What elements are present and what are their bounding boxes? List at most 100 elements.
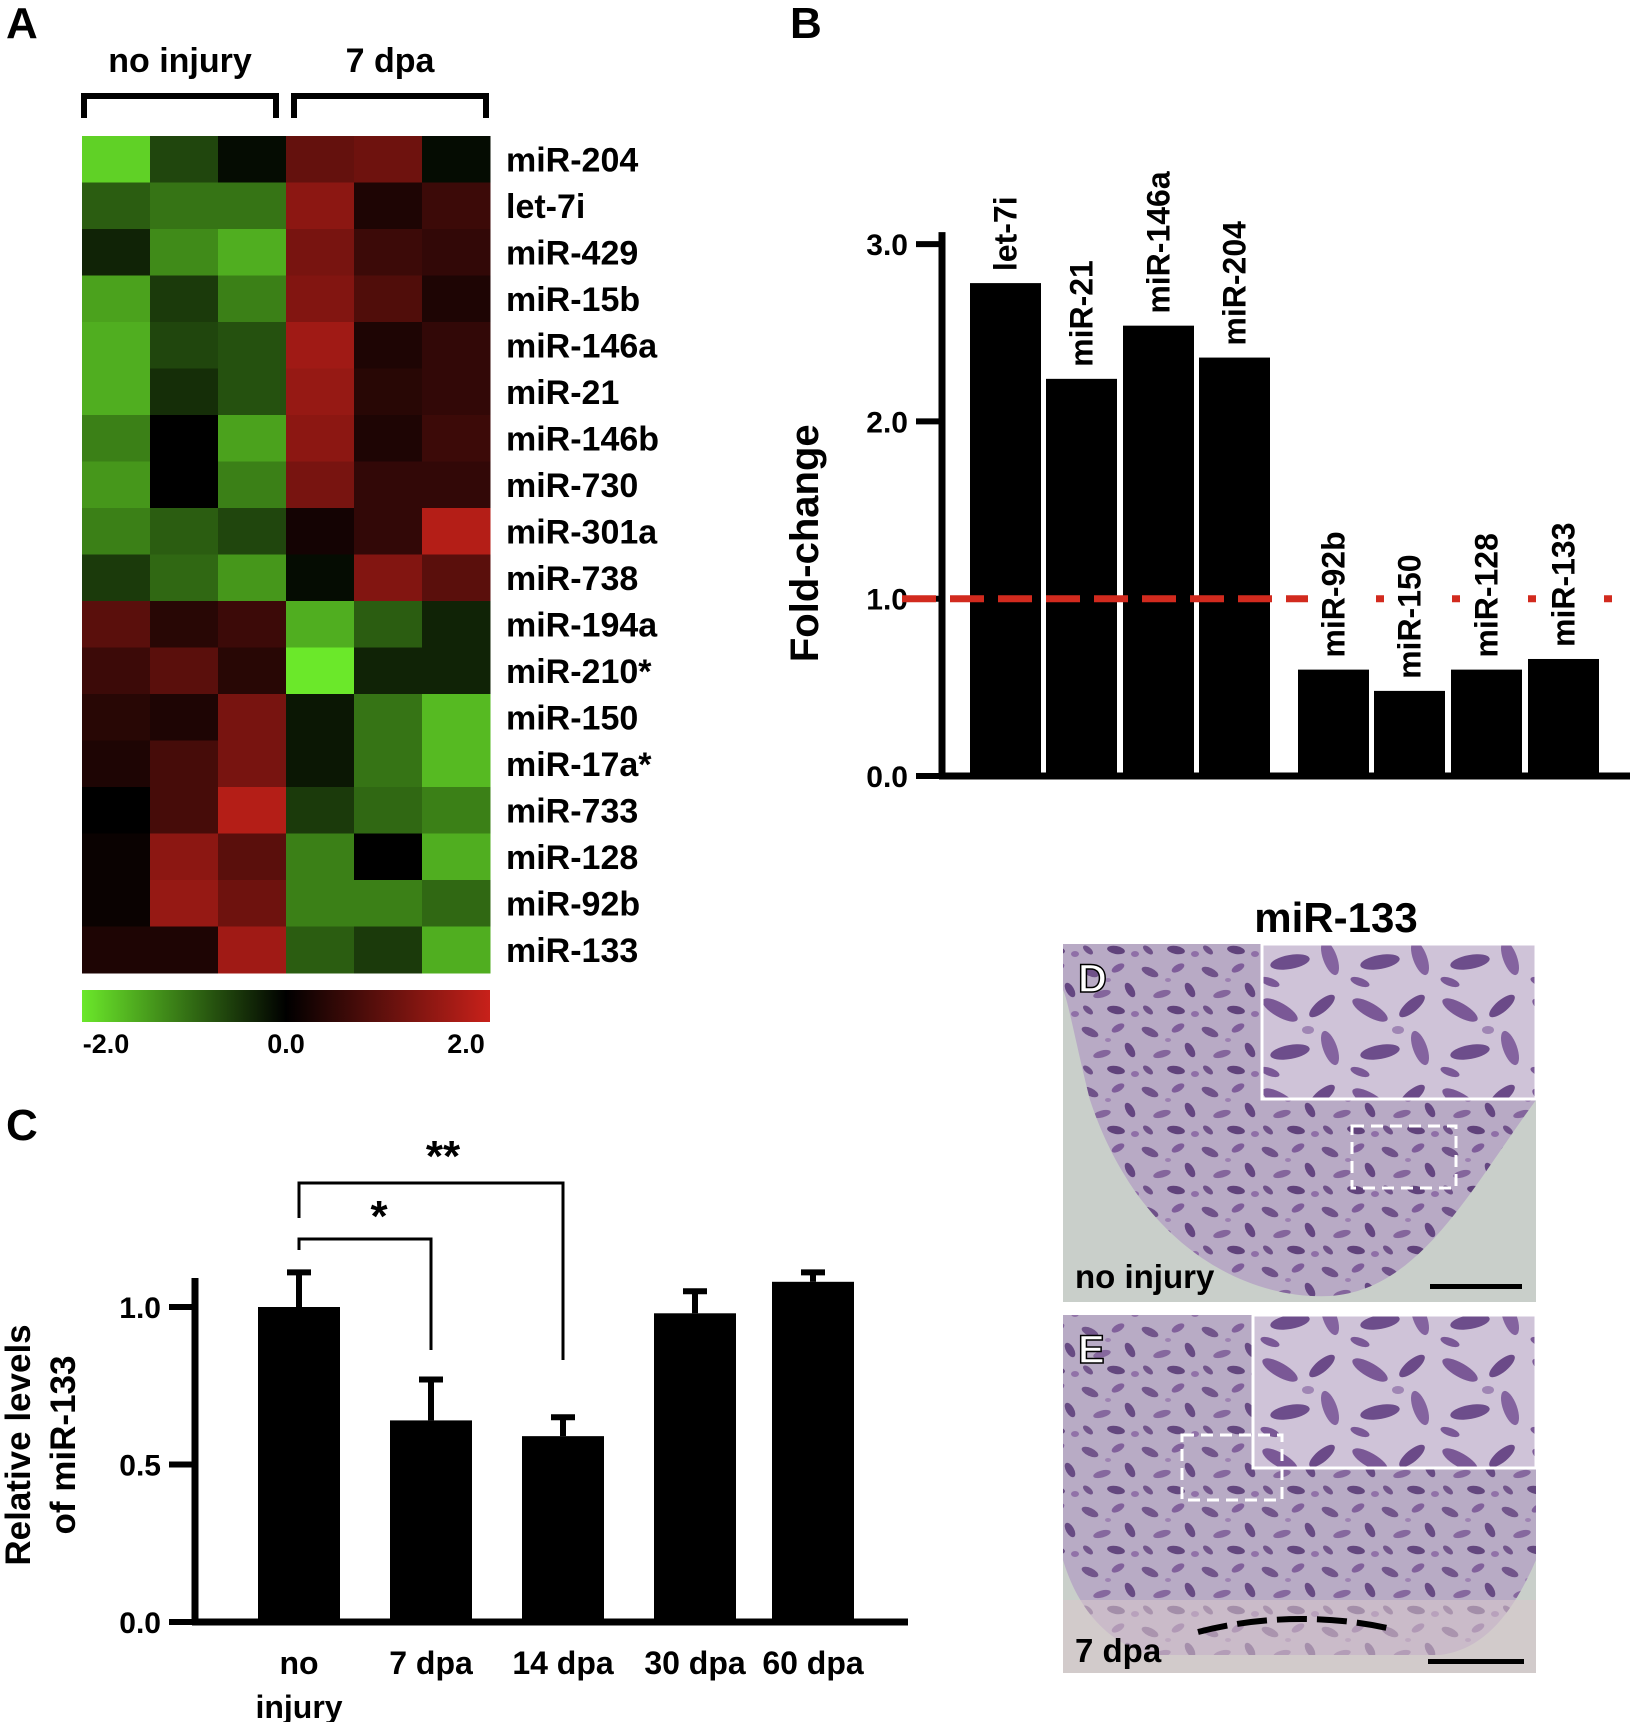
heatmap-row-label: miR-733 — [506, 792, 638, 830]
colorbar — [82, 990, 490, 1022]
heatmap-cell — [150, 740, 219, 788]
heatmap-row-label: miR-194a — [506, 606, 658, 644]
y-tick-label: 1.0 — [866, 584, 908, 617]
x-tick-label: 7 dpa — [389, 1645, 473, 1681]
heatmap-cell — [286, 694, 355, 741]
heatmap-cell — [354, 926, 423, 974]
image-d: D no injury — [1063, 942, 1538, 1302]
heatmap-cell — [354, 740, 423, 788]
heatmap-cell — [150, 368, 219, 416]
heatmap-cell — [354, 554, 423, 602]
heatmap-cell — [150, 182, 219, 230]
heatmap-cell — [150, 787, 219, 834]
heatmap-cell — [150, 554, 219, 602]
x-tick-label: 60 dpa — [762, 1645, 864, 1681]
heatmap-cell — [422, 601, 491, 648]
bar-label: miR-133 — [1546, 522, 1582, 647]
heatmap-row-label: miR-150 — [506, 699, 638, 737]
heatmap-cell — [218, 461, 287, 509]
heatmap-cell — [422, 275, 491, 323]
heatmap-cell — [150, 322, 219, 369]
bar-label: miR-204 — [1217, 221, 1253, 346]
heatmap-cell — [150, 136, 219, 183]
heatmap-cell — [354, 787, 423, 834]
heatmap-cell — [354, 182, 423, 230]
heatmap-cell — [150, 926, 219, 974]
heatmap-cell — [422, 229, 491, 276]
heatmap-row-label: miR-92b — [506, 885, 640, 923]
heatmap-cell — [422, 415, 491, 462]
heatmap-cell — [82, 368, 151, 416]
heatmap-row-label: miR-146a — [506, 327, 658, 365]
heatmap-cell — [150, 833, 219, 881]
heatmap-cell — [150, 647, 219, 695]
y-tick-label: 0.0 — [866, 761, 908, 794]
heatmap-row-label: let-7i — [506, 188, 585, 226]
bar-label: miR-146a — [1141, 171, 1177, 314]
heatmap-cell — [286, 461, 355, 509]
image-e-label: 7 dpa — [1075, 1632, 1162, 1669]
heatmap-cell — [218, 787, 287, 834]
bar — [1451, 669, 1522, 776]
y-tick-label: 0.5 — [119, 1450, 161, 1483]
y-tick-label: 1.0 — [119, 1292, 161, 1325]
heatmap-row-label: miR-128 — [506, 839, 638, 877]
bar — [1374, 690, 1445, 776]
heatmap-cell — [286, 229, 355, 276]
heatmap-cell — [218, 833, 287, 881]
heatmap-cell — [82, 880, 151, 927]
heatmap-cell — [82, 647, 151, 695]
bar-label: miR-128 — [1469, 533, 1505, 658]
heatmap-cell — [422, 740, 491, 788]
y-axis-label: Fold-change — [783, 424, 827, 662]
heatmap-cell — [422, 368, 491, 416]
heatmap-cell — [422, 926, 491, 974]
heatmap-cell — [286, 415, 355, 462]
heatmap-cell — [218, 415, 287, 462]
heatmap-cell — [286, 601, 355, 648]
colorbar-tick-label: -2.0 — [83, 1029, 130, 1059]
significance-label: ** — [426, 1132, 461, 1181]
heatmap-cell — [422, 787, 491, 834]
bar — [970, 283, 1041, 776]
heatmap-cell — [354, 136, 423, 183]
x-tick-label: 14 dpa — [512, 1645, 614, 1681]
y-axis-label: Relative levels — [0, 1324, 38, 1565]
heatmap-cell — [82, 601, 151, 648]
fold-change-chart: 0.0 1.0 2.0 3.0 Fold-change let-7i miR-21 miR-1… — [783, 171, 1630, 794]
bar — [1528, 658, 1599, 776]
heatmap-cell — [218, 368, 287, 416]
heatmap-cell — [354, 601, 423, 648]
heatmap-cell — [150, 415, 219, 462]
heatmap-cell — [82, 275, 151, 323]
significance-bracket — [297, 1237, 433, 1350]
panel-label-e: E — [1078, 1328, 1105, 1372]
heatmap-group-bracket — [81, 93, 279, 118]
heatmap-cell — [150, 461, 219, 509]
heatmap-cell — [354, 322, 423, 369]
heatmap-cell — [82, 694, 151, 741]
heatmap-panel: no injury 7 dpa miR-204 let-7i miR-429 miR-15… — [81, 42, 659, 1059]
relative-levels-chart: 0.0 0.5 1.0 Relative levels of miR-133 no inju… — [0, 1132, 908, 1722]
heatmap-cell — [286, 787, 355, 834]
bar-label: miR-150 — [1392, 554, 1428, 679]
heatmap-cell — [422, 647, 491, 695]
significance-label: * — [370, 1192, 388, 1241]
heatmap-cell — [286, 740, 355, 788]
significance-bracket — [297, 1181, 565, 1360]
heatmap-cell — [82, 415, 151, 462]
heatmap-cell — [354, 508, 423, 555]
heatmap-row-label: miR-133 — [506, 932, 638, 970]
y-tick-label: 0.0 — [119, 1607, 161, 1640]
heatmap-cell — [422, 694, 491, 741]
bar — [1123, 325, 1194, 776]
heatmap-cell — [422, 508, 491, 555]
heatmap-cell — [218, 647, 287, 695]
heatmap-cell — [218, 601, 287, 648]
heatmap-cell — [422, 136, 491, 183]
heatmap-cell — [218, 926, 287, 974]
heatmap-cell — [286, 136, 355, 183]
heatmap-cell — [150, 508, 219, 555]
heatmap-cell — [422, 461, 491, 509]
